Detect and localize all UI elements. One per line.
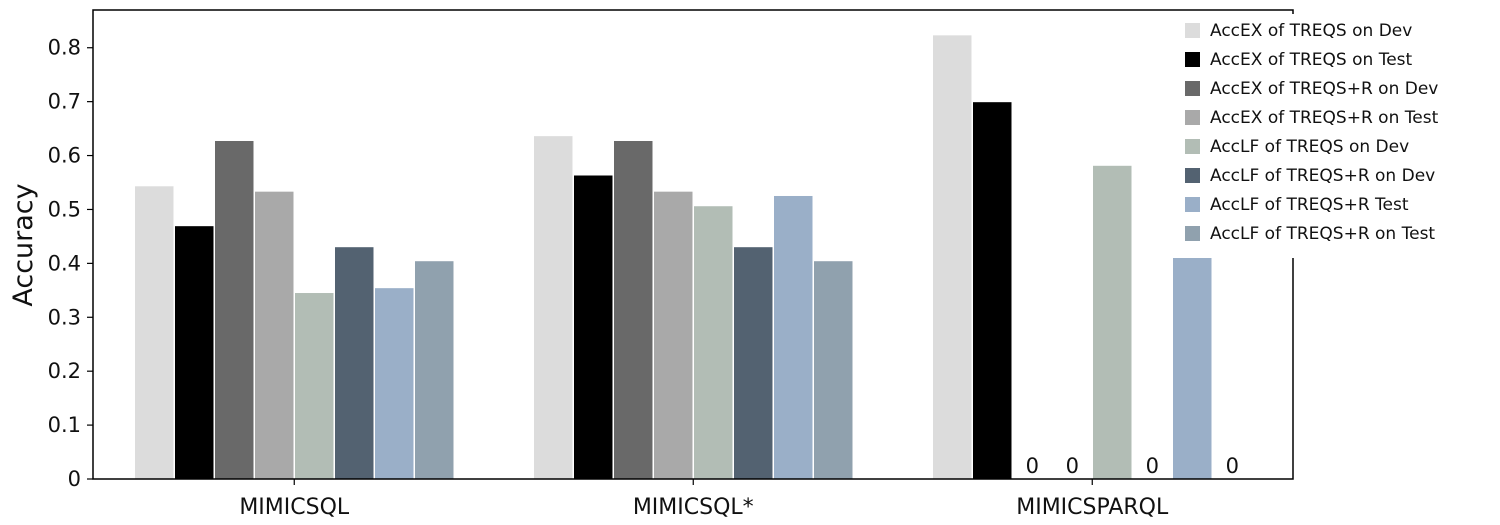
bar-zero-label: 0: [1146, 454, 1159, 478]
bar-zero-label: 0: [1026, 454, 1039, 478]
bar: [654, 191, 693, 480]
bars-group: 0 0 0 0: [135, 35, 1239, 480]
legend-label: AccEX of TREQS+R on Dev: [1210, 79, 1438, 99]
legend-swatch: [1185, 23, 1200, 38]
bar: [933, 35, 972, 479]
x-category-label: MIMICSQL: [239, 495, 350, 520]
legend-label: AccEX of TREQS on Test: [1210, 50, 1413, 70]
legend-background: [1172, 14, 1498, 258]
bar: [973, 102, 1012, 479]
bar: [335, 247, 374, 479]
bar: [255, 191, 294, 480]
legend-swatch: [1185, 110, 1200, 125]
y-tick-label: 0: [68, 467, 81, 491]
bar: [215, 140, 254, 479]
legend-label: AccLF of TREQS+R on Test: [1210, 224, 1435, 244]
bar: [1093, 165, 1132, 479]
legend-swatch: [1185, 81, 1200, 96]
y-tick-label: 0.3: [48, 305, 81, 329]
bar: [574, 175, 613, 480]
legend-label: AccEX of TREQS on Dev: [1210, 21, 1412, 41]
bar: [175, 226, 214, 479]
y-tick-label: 0.4: [48, 251, 81, 275]
y-axis-ticks: 0 0.1 0.2 0.3 0.4 0.5 0.6 0.7 0.8: [48, 36, 93, 491]
legend-label: AccLF of TREQS on Dev: [1210, 137, 1409, 157]
legend-swatch: [1185, 197, 1200, 212]
bar: [1173, 253, 1212, 479]
bar: [375, 288, 414, 479]
legend-swatch: [1185, 168, 1200, 183]
x-category-label: MIMICSQL*: [633, 495, 754, 520]
legend-label: AccLF of TREQS+R Test: [1210, 195, 1409, 215]
bar-zero-label: 0: [1066, 454, 1079, 478]
bar: [814, 261, 853, 479]
bar-zero-label: 0: [1226, 454, 1239, 478]
x-category-label: MIMICSPARQL: [1016, 495, 1169, 520]
legend-label: AccEX of TREQS+R on Test: [1210, 108, 1439, 128]
legend-swatch: [1185, 226, 1200, 241]
y-axis-label: Accuracy: [8, 183, 39, 306]
y-tick-label: 0.2: [48, 359, 81, 383]
legend-label: AccLF of TREQS+R on Dev: [1210, 166, 1435, 186]
bar: [295, 293, 334, 479]
y-tick-label: 0.6: [48, 144, 81, 168]
bar: [734, 247, 773, 479]
bar: [534, 136, 573, 479]
bar: [774, 195, 813, 479]
y-tick-label: 0.1: [48, 413, 81, 437]
legend: AccEX of TREQS on Dev AccEX of TREQS on T…: [1172, 14, 1498, 258]
legend-swatch: [1185, 139, 1200, 154]
bar: [415, 261, 454, 479]
y-tick-label: 0.8: [48, 36, 81, 60]
bar: [614, 140, 653, 479]
bar: [135, 186, 174, 480]
legend-swatch: [1185, 52, 1200, 67]
bar: [694, 206, 733, 479]
x-axis-categories: MIMICSQL MIMICSQL* MIMICSPARQL: [239, 479, 1169, 520]
y-tick-label: 0.7: [48, 90, 81, 114]
y-tick-label: 0.5: [48, 197, 81, 221]
